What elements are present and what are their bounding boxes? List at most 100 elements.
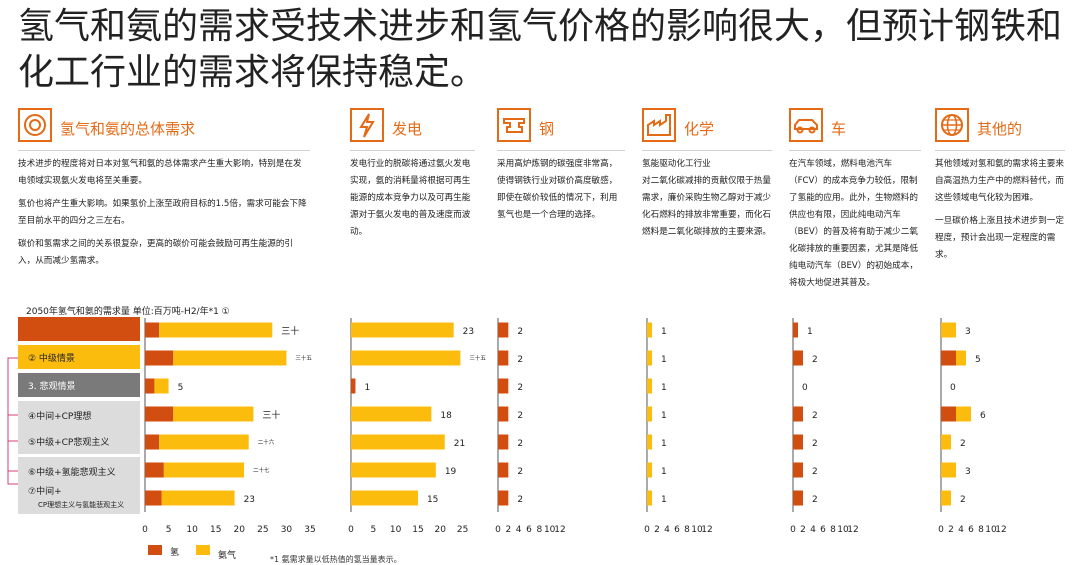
x-tick-label: 5 <box>370 525 376 535</box>
data-label: 0 <box>950 383 956 393</box>
data-label: 2 <box>517 327 523 337</box>
scenario-label-3: 3. 悲观情景 <box>18 373 140 397</box>
bar-hydrogen <box>793 322 798 338</box>
bar-ammonia <box>647 434 652 450</box>
data-label: 三十五 <box>469 354 486 362</box>
x-tick-label: 6 <box>526 525 532 535</box>
scenario-label-1 <box>18 317 140 341</box>
section-heading: 其他的 <box>977 120 1023 138</box>
scenario-group-bg <box>18 401 140 454</box>
x-tick-label: 10 <box>985 525 997 535</box>
x-tick-label: 2 <box>948 525 954 535</box>
x-tick-label: 12 <box>995 525 1006 535</box>
factory-icon <box>642 108 676 142</box>
bar-hydrogen <box>498 322 509 338</box>
data-label: 18 <box>440 411 452 421</box>
bar-hydrogen <box>145 462 164 478</box>
chart-subtitle: 2050年氢气和氨的需求量 单位:百万吨-H2/年*1 ① <box>26 307 230 317</box>
scenario-group-bg <box>18 457 140 514</box>
bar-hydrogen <box>145 434 160 450</box>
x-tick-label: 5 <box>166 525 172 535</box>
paragraph: 氢价也将产生重大影响。如果氢价上涨至政府目标的1.5倍，需求可能会下降至目前水平… <box>18 199 307 226</box>
section-text: 发电行业的脱碳将通过氨火发电实现，氨的消耗量将根据可再生能源的成本竞争力以及可再… <box>350 156 475 247</box>
x-tick-label: 10 <box>390 525 402 535</box>
paragraph: 发电行业的脱碳将通过氨火发电实现，氨的消耗量将根据可再生能源的成本竞争力以及可再… <box>350 159 471 237</box>
data-label: 0 <box>802 383 808 393</box>
x-tick-label: 0 <box>644 525 650 535</box>
paragraph: 氢能驱动化工行业 <box>642 159 711 169</box>
x-tick-label: 25 <box>257 525 268 535</box>
scenario-label-7: ⑦中间+ <box>28 486 62 497</box>
data-label: 2 <box>517 495 523 505</box>
data-label: 1 <box>661 467 667 477</box>
divider <box>935 150 1065 151</box>
data-label: 1 <box>661 355 667 365</box>
target-icon <box>18 108 52 142</box>
x-tick-label: 35 <box>304 525 315 535</box>
data-label: 2 <box>812 495 818 505</box>
data-label: 2 <box>812 355 818 365</box>
x-tick-label: 30 <box>281 525 293 535</box>
data-label: 1 <box>661 411 667 421</box>
bar-hydrogen <box>793 406 803 422</box>
bar-hydrogen <box>793 462 803 478</box>
data-label: 2 <box>812 467 818 477</box>
bar-ammonia <box>647 406 652 422</box>
bar-ammonia <box>351 434 445 450</box>
bar-hydrogen <box>793 490 803 506</box>
x-tick-label: 4 <box>664 525 670 535</box>
data-label: 1 <box>661 383 667 393</box>
x-tick-label: 6 <box>820 525 826 535</box>
bar-ammonia <box>159 434 249 450</box>
bar-ammonia <box>647 350 652 366</box>
bar-ammonia <box>941 434 951 450</box>
data-label: 1 <box>661 439 667 449</box>
scenario-label-5: ⑤中级+CP悲观主义 <box>28 437 110 448</box>
bar-ammonia <box>161 490 235 506</box>
data-label: 21 <box>454 439 465 449</box>
data-label: 1 <box>807 327 813 337</box>
data-label: 1 <box>661 327 667 337</box>
x-tick-label: 0 <box>348 525 354 535</box>
x-tick-label: 4 <box>516 525 522 535</box>
scenario-label-2: ② 中级情景 <box>18 345 140 369</box>
bar-ammonia <box>351 462 436 478</box>
paragraph: 一旦碳价格上涨且技术进步到一定程度，预计会出现一定程度的需求。 <box>935 216 1064 260</box>
bar-ammonia <box>647 490 652 506</box>
page-title: 氢气和氨的需求受技术进步和氢气价格的影响很大，但预计钢铁和化工行业的需求将保持稳… <box>18 6 1063 93</box>
x-tick-label: 8 <box>978 525 984 535</box>
x-tick-label: 0 <box>790 525 796 535</box>
data-label: 2 <box>517 355 523 365</box>
lightning-icon <box>350 108 384 142</box>
x-tick-label: 2 <box>654 525 660 535</box>
data-label: 2 <box>812 411 818 421</box>
section-text: 其他领域对氢和氨的需求将主要来自高温热力生产中的燃料替代，而这些领域电气化较为困… <box>935 156 1065 270</box>
x-tick-label: 6 <box>674 525 680 535</box>
bar-hydrogen <box>793 434 803 450</box>
section-text: 氢能驱动化工行业 对二氧化碳减排的贡献仅限于热量需求，廉价采购生物乙醇对于减少化… <box>642 156 772 247</box>
x-tick-label: 0 <box>495 525 501 535</box>
bar-hydrogen <box>498 434 509 450</box>
data-label: 2 <box>960 439 966 449</box>
data-label: 二十七 <box>253 466 270 474</box>
section-heading: 钢 <box>539 120 555 138</box>
bar-hydrogen <box>793 350 803 366</box>
x-tick-label: 0 <box>142 525 148 535</box>
x-tick-label: 8 <box>830 525 836 535</box>
bar-hydrogen <box>351 378 356 394</box>
data-label: 6 <box>980 411 986 421</box>
bar-ammonia <box>941 490 951 506</box>
x-tick-label: 0 <box>938 525 944 535</box>
data-label: 1 <box>661 495 667 505</box>
x-tick-label: 2 <box>800 525 806 535</box>
paragraph: 碳价和氢需求之间的关系很复杂，更高的碳价可能会鼓励可再生能源的引入，从而减少氢需… <box>18 239 294 266</box>
bar-ammonia <box>351 406 432 422</box>
legend-swatch-hydrogen <box>148 545 162 555</box>
data-label: 三十 <box>281 325 299 337</box>
bar-ammonia <box>956 350 966 366</box>
x-tick-label: 10 <box>544 525 556 535</box>
x-tick-label: 12 <box>701 525 712 535</box>
x-tick-label: 15 <box>210 525 221 535</box>
scenario-label-7-sub: CP理想主义与氢能悲观主义 <box>38 501 125 509</box>
